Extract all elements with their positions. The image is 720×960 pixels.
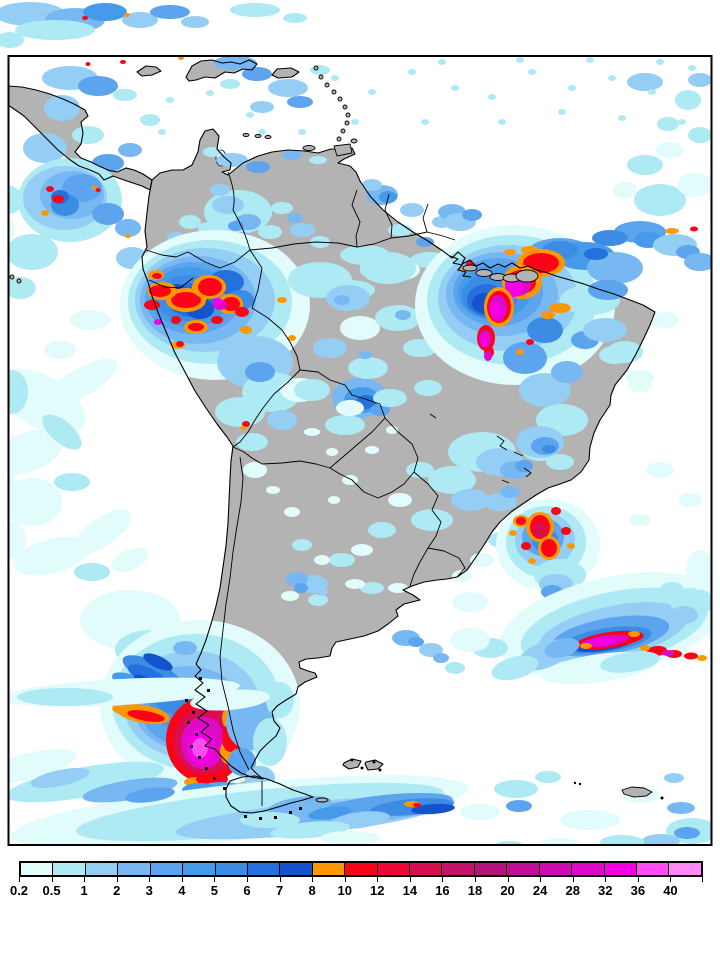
precip-caribbean: [23, 56, 712, 173]
lesser-antilles-islands: [242, 65, 358, 157]
coastline-layer: [8, 59, 664, 820]
colorbar-segment: [53, 863, 86, 875]
amazon-delta-islands: [449, 255, 539, 283]
colorbar-segment: [247, 863, 281, 875]
fjord-and-archipelago-specks: [185, 677, 329, 820]
colorbar-tick: [670, 877, 672, 882]
colorbar-segment: [312, 863, 346, 875]
colorbar-segment: [442, 863, 475, 875]
colorbar-segment: [85, 863, 119, 875]
precip-above-frame: [0, 2, 307, 48]
colorbar-segment: [21, 863, 54, 875]
colorbar-tick: [637, 877, 639, 882]
map-frame: [7, 55, 713, 846]
colorbar-segment: [669, 863, 701, 875]
colorbar-tick-label: 6: [243, 883, 251, 898]
colorbar-segment: [637, 863, 670, 875]
colorbar-segment: [345, 863, 378, 875]
colorbar-segment: [118, 863, 151, 875]
colorbar-tick-label: 8: [308, 883, 316, 898]
colorbar-tick-label: 3: [145, 883, 153, 898]
colorbar-tick-label: 0.5: [42, 883, 61, 898]
colorbar-tick-label: 4: [178, 883, 186, 898]
colorbar-segment: [507, 863, 540, 875]
colorbar-tick-label: 32: [598, 883, 613, 898]
colorbar-tick-label: 20: [500, 883, 515, 898]
colorbar-segment: [604, 863, 638, 875]
colorbar-tick: [312, 877, 314, 882]
colorbar-segment: [377, 863, 411, 875]
colorbar-tick: [409, 877, 411, 882]
colorbar-ticks: [19, 877, 703, 882]
colorbar-tick: [149, 877, 151, 882]
colorbar-tick: [344, 877, 346, 882]
colorbar-tick-label: 18: [467, 883, 483, 898]
colorbar-tick: [702, 877, 703, 882]
colorbar-segment: [150, 863, 184, 875]
colorbar-tick-label: 14: [402, 883, 418, 898]
precip-right-edge: [599, 127, 712, 526]
galapagos-islands: [9, 274, 22, 284]
colorbar: [19, 861, 703, 877]
colorbar-tick: [214, 877, 216, 882]
colorbar-tick: [279, 877, 281, 882]
colorbar-tick-label: 12: [370, 883, 385, 898]
colorbar-tick-label: 28: [565, 883, 580, 898]
colorbar-tick: [507, 877, 509, 882]
colorbar-tick-label: 2: [113, 883, 121, 898]
falkland-islands: [342, 758, 384, 772]
colorbar-tick-label: 40: [663, 883, 678, 898]
colorbar-tick: [19, 877, 20, 882]
colorbar-segment: [410, 863, 443, 875]
colorbar-tick: [247, 877, 248, 882]
colorbar-tick-label: 24: [532, 883, 548, 898]
colorbar-tick-label: 1: [80, 883, 88, 898]
colorbar-segment: [183, 863, 216, 875]
colorbar-segment: [215, 863, 248, 875]
colorbar-segment: [539, 863, 573, 875]
colorbar-segment: [474, 863, 508, 875]
colorbar-tick: [442, 877, 444, 882]
colorbar-tick-label: 5: [210, 883, 219, 898]
country-borders: [145, 171, 466, 806]
colorbar-labels: 0.2 0.5 1 2 3 4 5 6 7 8 10 12 14 16 18 20 24 28 32 36 40: [10, 883, 703, 898]
colorbar-tick: [84, 877, 86, 882]
colorbar-tick-label: 0.2: [9, 883, 29, 898]
precip-pacific-colombia: [8, 158, 160, 359]
colorbar-segment: [572, 863, 605, 875]
colorbar-tick: [181, 877, 183, 882]
precip-se-brazil-interior: [266, 426, 574, 674]
colorbar-tick-label: 36: [630, 883, 646, 898]
colorbar-tick: [572, 877, 574, 882]
colorbar-tick: [377, 877, 379, 882]
precip-southern-ocean-band: [8, 677, 712, 845]
colorbar-tick-label: 10: [337, 883, 352, 898]
colorbar-segment: [280, 863, 313, 875]
river-marks: [429, 413, 532, 484]
colorbar-tick: [51, 877, 53, 882]
colorbar-tick: [605, 877, 607, 882]
colorbar-tick-label: 16: [435, 883, 450, 898]
colorbar-tick-label: 7: [275, 883, 284, 898]
colorbar-tick: [540, 877, 542, 882]
colorbar-tick: [116, 877, 118, 882]
colorbar-tick: [475, 877, 476, 882]
south-georgia-island: [573, 781, 664, 800]
precip-south-atlantic-front: [450, 550, 712, 685]
